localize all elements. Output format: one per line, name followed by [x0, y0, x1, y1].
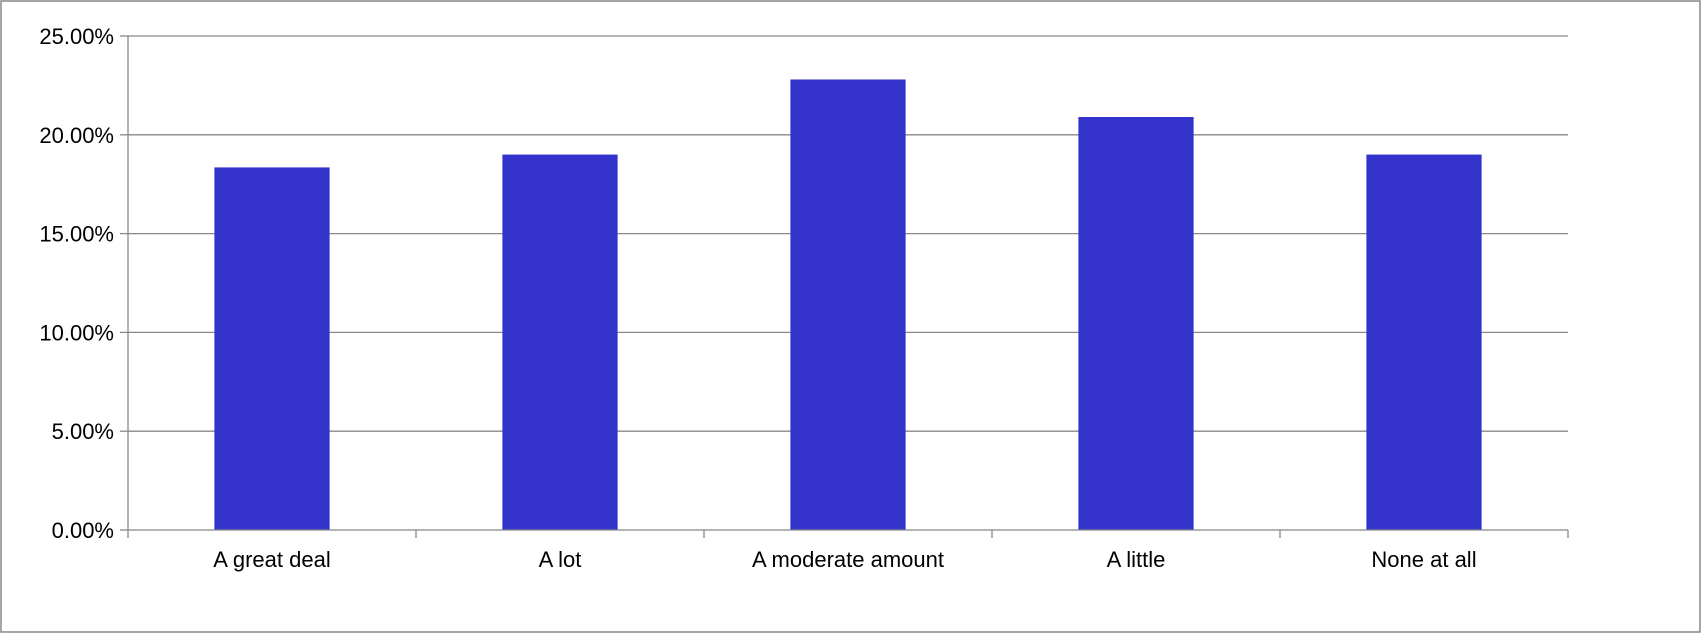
- y-tick-label: 15.00%: [39, 222, 114, 247]
- y-tick-labels: 0.00% 5.00% 10.00% 15.00% 20.00% 25.00%: [39, 24, 114, 543]
- bars: [214, 79, 1482, 531]
- bar: [1366, 154, 1482, 530]
- y-tick-label: 0.00%: [52, 518, 114, 543]
- y-tick-label: 10.00%: [39, 320, 114, 345]
- x-tick-label: A little: [1107, 547, 1166, 572]
- axes: [120, 35, 1569, 538]
- bar: [1078, 117, 1194, 531]
- x-tick-label: None at all: [1371, 547, 1476, 572]
- y-tick-label: 5.00%: [52, 419, 114, 444]
- y-tick-label: 25.00%: [39, 24, 114, 49]
- y-tick-label: 20.00%: [39, 123, 114, 148]
- bar: [214, 167, 330, 531]
- x-tick-label: A great deal: [213, 547, 330, 572]
- bar: [502, 154, 618, 530]
- x-tick-labels: A great deal A lot A moderate amount A litt…: [213, 547, 1476, 572]
- x-tick-label: A moderate amount: [752, 547, 944, 572]
- x-tick-label: A lot: [539, 547, 582, 572]
- bar: [790, 79, 906, 531]
